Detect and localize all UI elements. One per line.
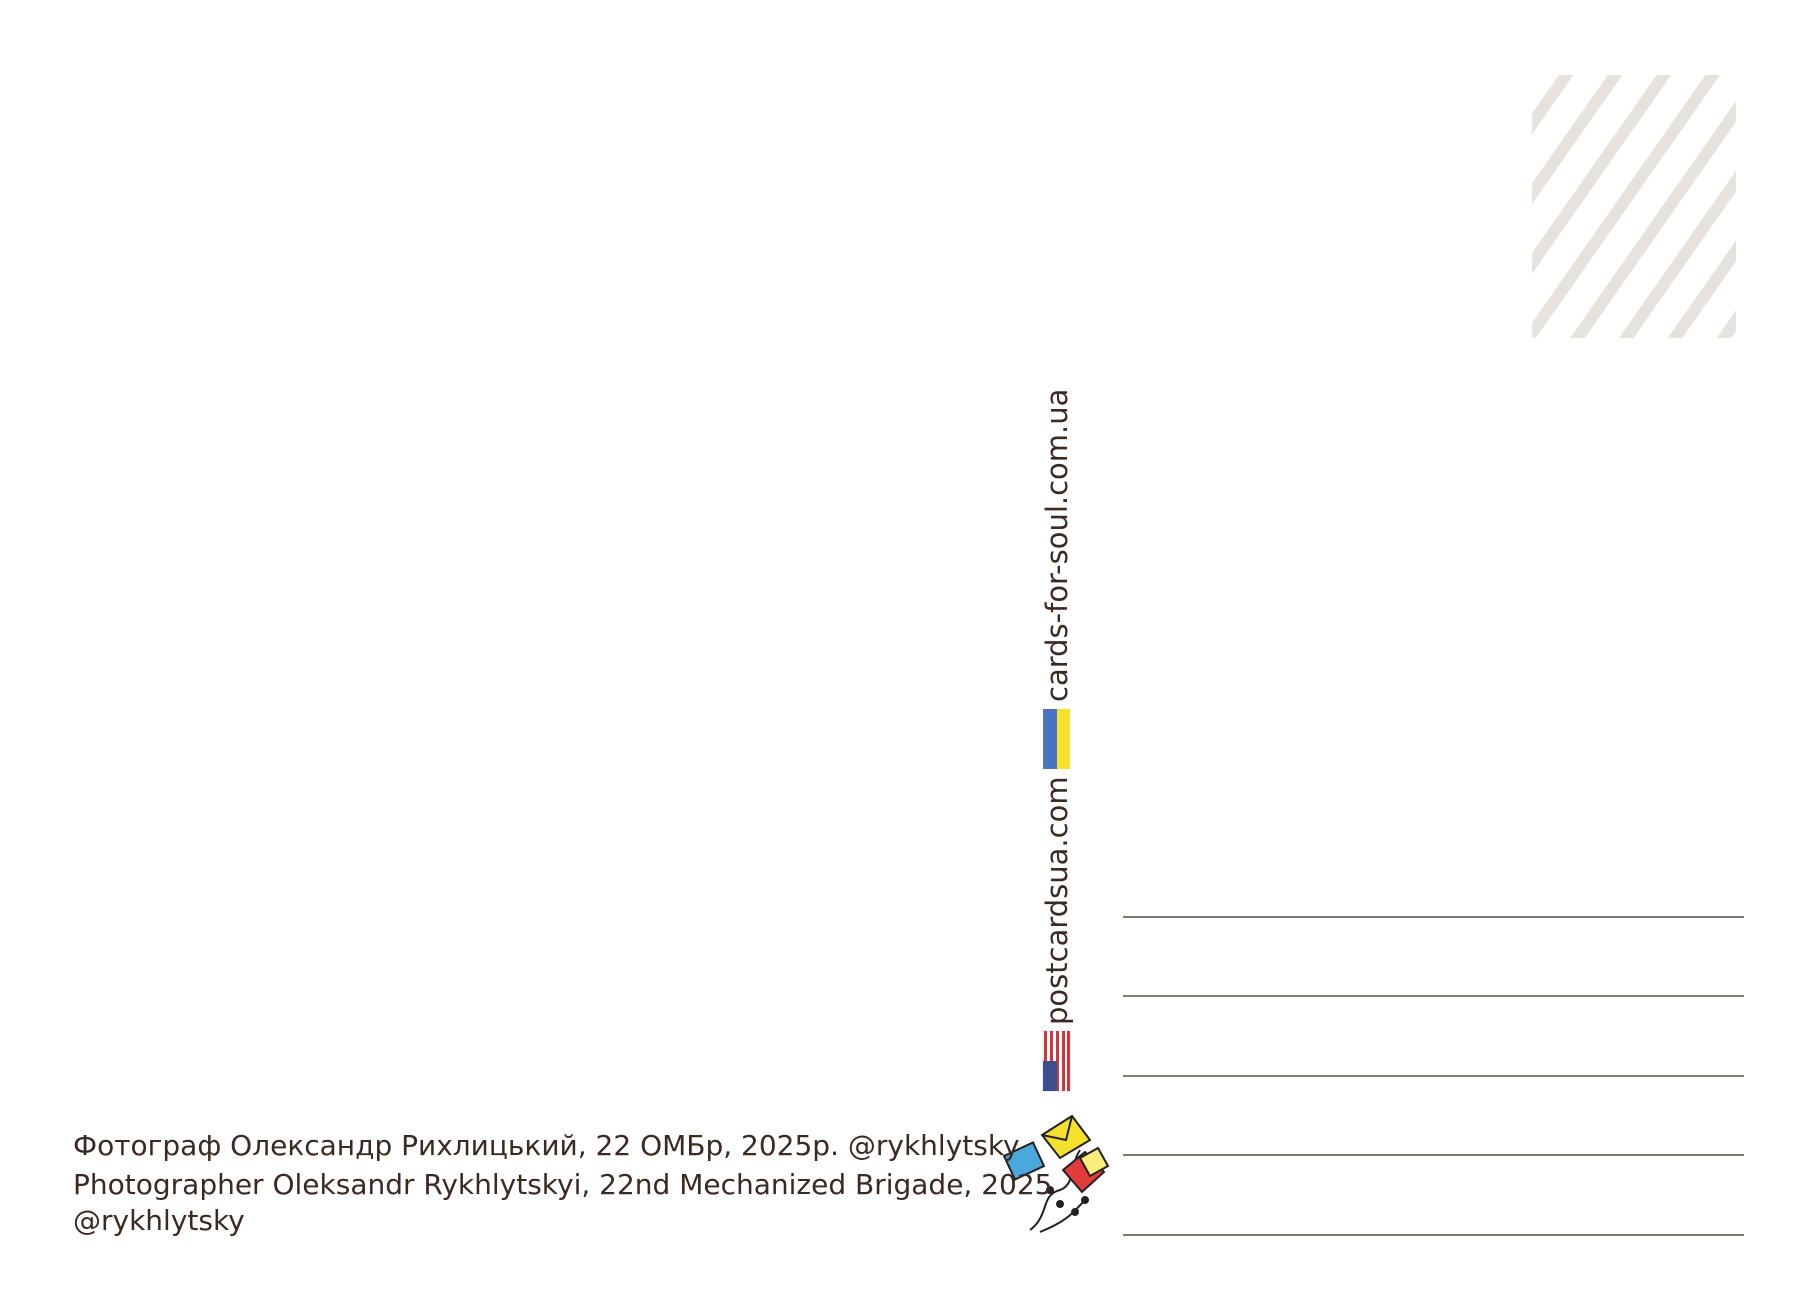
- ukraine-flag: [1043, 709, 1070, 769]
- website: cards-for-soul.com.ua: [1040, 389, 1074, 702]
- address-lines: [1123, 916, 1744, 1236]
- credit-line: Photographer Oleksandr Rykhlytskyi, 22nd…: [73, 1168, 1053, 1201]
- kites-logo: [1002, 1114, 1110, 1233]
- website: postcardsua.com: [1040, 776, 1074, 1025]
- usa-flag: [1042, 1030, 1071, 1092]
- credit-line: Фотограф Олександр Рихлицький, 22 ОМБр, …: [73, 1129, 1020, 1162]
- stamp-area: [1532, 75, 1736, 338]
- credit-line: @rykhlytsky: [73, 1204, 245, 1237]
